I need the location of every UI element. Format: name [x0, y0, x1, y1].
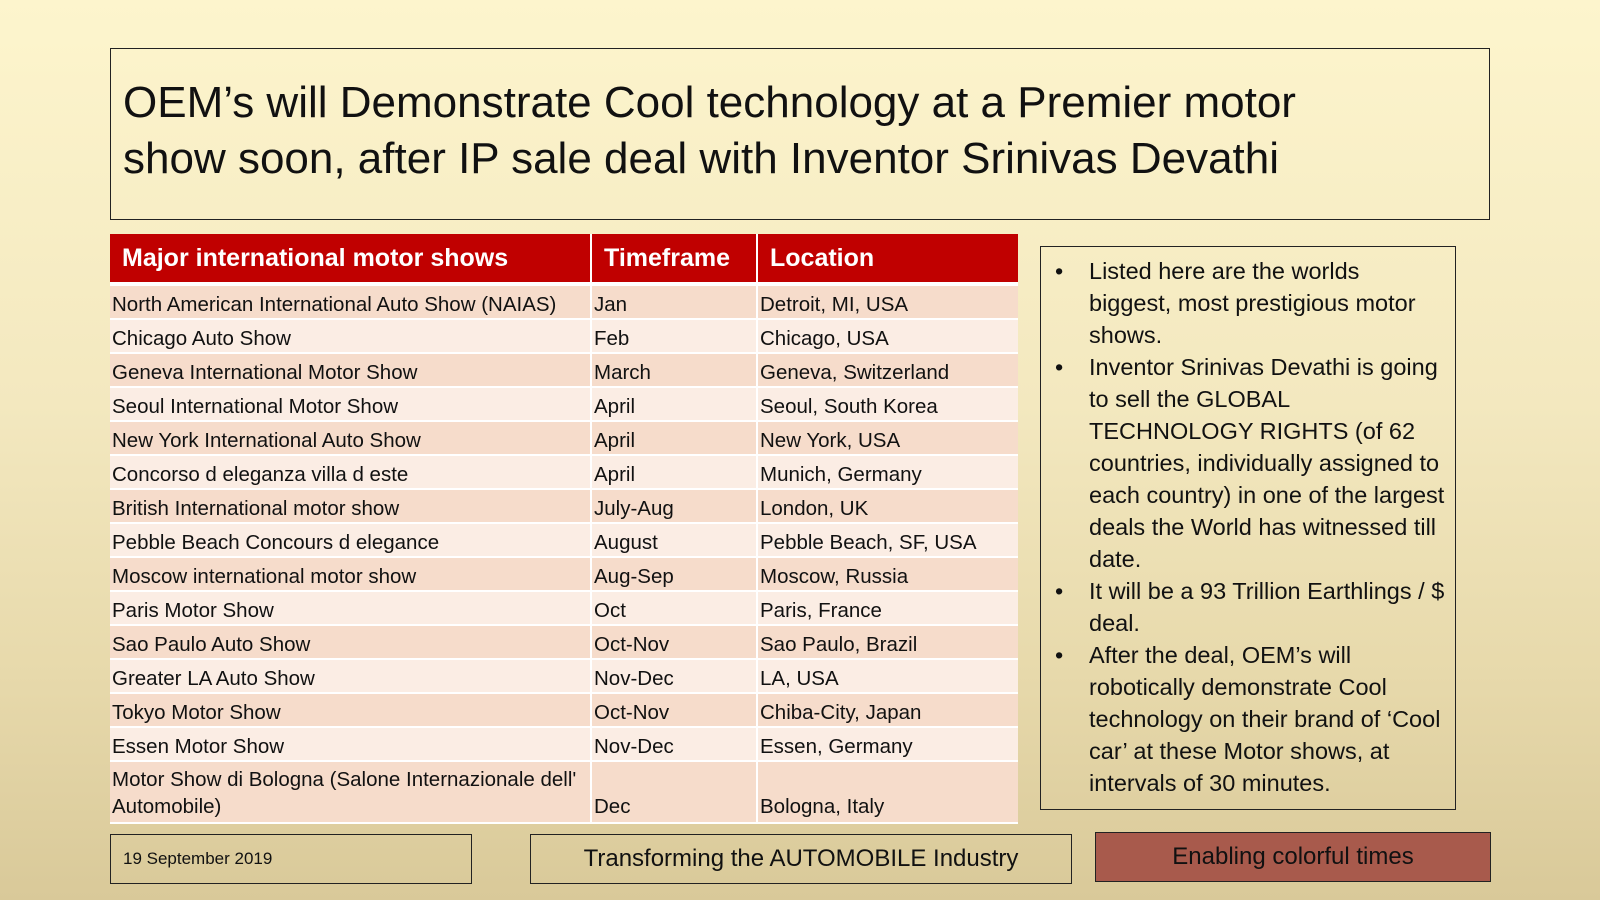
- header-timeframe: Timeframe: [592, 234, 758, 286]
- slide-title-line-1: OEM’s will Demonstrate Cool technology a…: [123, 78, 1296, 127]
- info-bullet-list: • Listed here are the worlds biggest, mo…: [1051, 255, 1445, 799]
- table-row: North American International Auto Show (…: [110, 286, 1018, 320]
- cell-timeframe: Oct-Nov: [592, 626, 758, 660]
- table-row: Greater LA Auto Show Nov-Dec LA, USA: [110, 660, 1018, 694]
- cell-show: Pebble Beach Concours d elegance: [110, 524, 592, 558]
- cell-show: Seoul International Motor Show: [110, 388, 592, 422]
- cell-timeframe: Jan: [592, 286, 758, 320]
- cell-show: Geneva International Motor Show: [110, 354, 592, 388]
- cell-timeframe: Nov-Dec: [592, 728, 758, 762]
- cell-timeframe: April: [592, 422, 758, 456]
- info-bullet-item: • Listed here are the worlds biggest, mo…: [1051, 255, 1445, 351]
- cell-location: Geneva, Switzerland: [758, 354, 1018, 388]
- bullet-glyph: •: [1055, 354, 1064, 380]
- cell-location: Paris, France: [758, 592, 1018, 626]
- cell-timeframe: July-Aug: [592, 490, 758, 524]
- cell-show: Sao Paulo Auto Show: [110, 626, 592, 660]
- table-row: Moscow international motor show Aug-Sep …: [110, 558, 1018, 592]
- bullet-text: Listed here are the worlds biggest, most…: [1089, 258, 1416, 348]
- table-row: Essen Motor Show Nov-Dec Essen, Germany: [110, 728, 1018, 762]
- cell-location: Chiba-City, Japan: [758, 694, 1018, 728]
- cell-location: Sao Paulo, Brazil: [758, 626, 1018, 660]
- cell-timeframe: Nov-Dec: [592, 660, 758, 694]
- bullet-text: After the deal, OEM’s will robotically d…: [1089, 642, 1441, 796]
- cell-show: British International motor show: [110, 490, 592, 524]
- cell-timeframe: Feb: [592, 320, 758, 354]
- cell-timeframe: Dec: [592, 762, 758, 824]
- cell-show: Paris Motor Show: [110, 592, 592, 626]
- table-row: Chicago Auto Show Feb Chicago, USA: [110, 320, 1018, 354]
- cell-timeframe: April: [592, 456, 758, 490]
- table-row: Tokyo Motor Show Oct-Nov Chiba-City, Jap…: [110, 694, 1018, 728]
- cell-location: Chicago, USA: [758, 320, 1018, 354]
- slide-title: OEM’s will Demonstrate Cool technology a…: [110, 48, 1490, 220]
- cell-location: Seoul, South Korea: [758, 388, 1018, 422]
- table-row: New York International Auto Show April N…: [110, 422, 1018, 456]
- info-bullet-item: • It will be a 93 Trillion Earthlings / …: [1051, 575, 1445, 639]
- table-header-row: Major international motor shows Timefram…: [110, 234, 1018, 286]
- bullet-glyph: •: [1055, 642, 1064, 668]
- cell-location: London, UK: [758, 490, 1018, 524]
- bullet-glyph: •: [1055, 578, 1064, 604]
- slide-title-line-2: show soon, after IP sale deal with Inven…: [123, 134, 1280, 183]
- cell-location: Munich, Germany: [758, 456, 1018, 490]
- cell-show: New York International Auto Show: [110, 422, 592, 456]
- cell-timeframe: Oct-Nov: [592, 694, 758, 728]
- info-bullet-item: • Inventor Srinivas Devathi is going to …: [1051, 351, 1445, 575]
- header-location: Location: [758, 234, 1018, 286]
- cell-show: Motor Show di Bologna (Salone Internazio…: [110, 762, 592, 824]
- cell-location: New York, USA: [758, 422, 1018, 456]
- cell-show: Tokyo Motor Show: [110, 694, 592, 728]
- info-text-box: • Listed here are the worlds biggest, mo…: [1040, 246, 1456, 810]
- cell-show: Concorso d eleganza villa d este: [110, 456, 592, 490]
- bullet-text: It will be a 93 Trillion Earthlings / $ …: [1089, 578, 1445, 636]
- cell-show: Essen Motor Show: [110, 728, 592, 762]
- footer-date: 19 September 2019: [110, 834, 472, 884]
- table-row: Seoul International Motor Show April Seo…: [110, 388, 1018, 422]
- cell-show: Moscow international motor show: [110, 558, 592, 592]
- cell-timeframe: April: [592, 388, 758, 422]
- cell-location: Bologna, Italy: [758, 762, 1018, 824]
- cell-location: Pebble Beach, SF, USA: [758, 524, 1018, 558]
- cell-show: Chicago Auto Show: [110, 320, 592, 354]
- bullet-glyph: •: [1055, 258, 1064, 284]
- table-row: Paris Motor Show Oct Paris, France: [110, 592, 1018, 626]
- table-row: Motor Show di Bologna (Salone Internazio…: [110, 762, 1018, 824]
- header-major-shows: Major international motor shows: [110, 234, 592, 286]
- cell-location: LA, USA: [758, 660, 1018, 694]
- cell-show: North American International Auto Show (…: [110, 286, 592, 320]
- cell-timeframe: Oct: [592, 592, 758, 626]
- table-row: British International motor show July-Au…: [110, 490, 1018, 524]
- footer-slogan: Enabling colorful times: [1095, 832, 1491, 882]
- info-bullet-item: • After the deal, OEM’s will robotically…: [1051, 639, 1445, 799]
- table-row: Geneva International Motor Show March Ge…: [110, 354, 1018, 388]
- cell-location: Moscow, Russia: [758, 558, 1018, 592]
- bullet-text: Inventor Srinivas Devathi is going to se…: [1089, 354, 1445, 572]
- cell-show: Greater LA Auto Show: [110, 660, 592, 694]
- table-row: Pebble Beach Concours d elegance August …: [110, 524, 1018, 558]
- motor-shows-table: Major international motor shows Timefram…: [110, 234, 1018, 824]
- table-row: Concorso d eleganza villa d este April M…: [110, 456, 1018, 490]
- footer-tagline: Transforming the AUTOMOBILE Industry: [530, 834, 1072, 884]
- table-row: Sao Paulo Auto Show Oct-Nov Sao Paulo, B…: [110, 626, 1018, 660]
- cell-timeframe: March: [592, 354, 758, 388]
- cell-timeframe: Aug-Sep: [592, 558, 758, 592]
- cell-timeframe: August: [592, 524, 758, 558]
- cell-location: Detroit, MI, USA: [758, 286, 1018, 320]
- cell-location: Essen, Germany: [758, 728, 1018, 762]
